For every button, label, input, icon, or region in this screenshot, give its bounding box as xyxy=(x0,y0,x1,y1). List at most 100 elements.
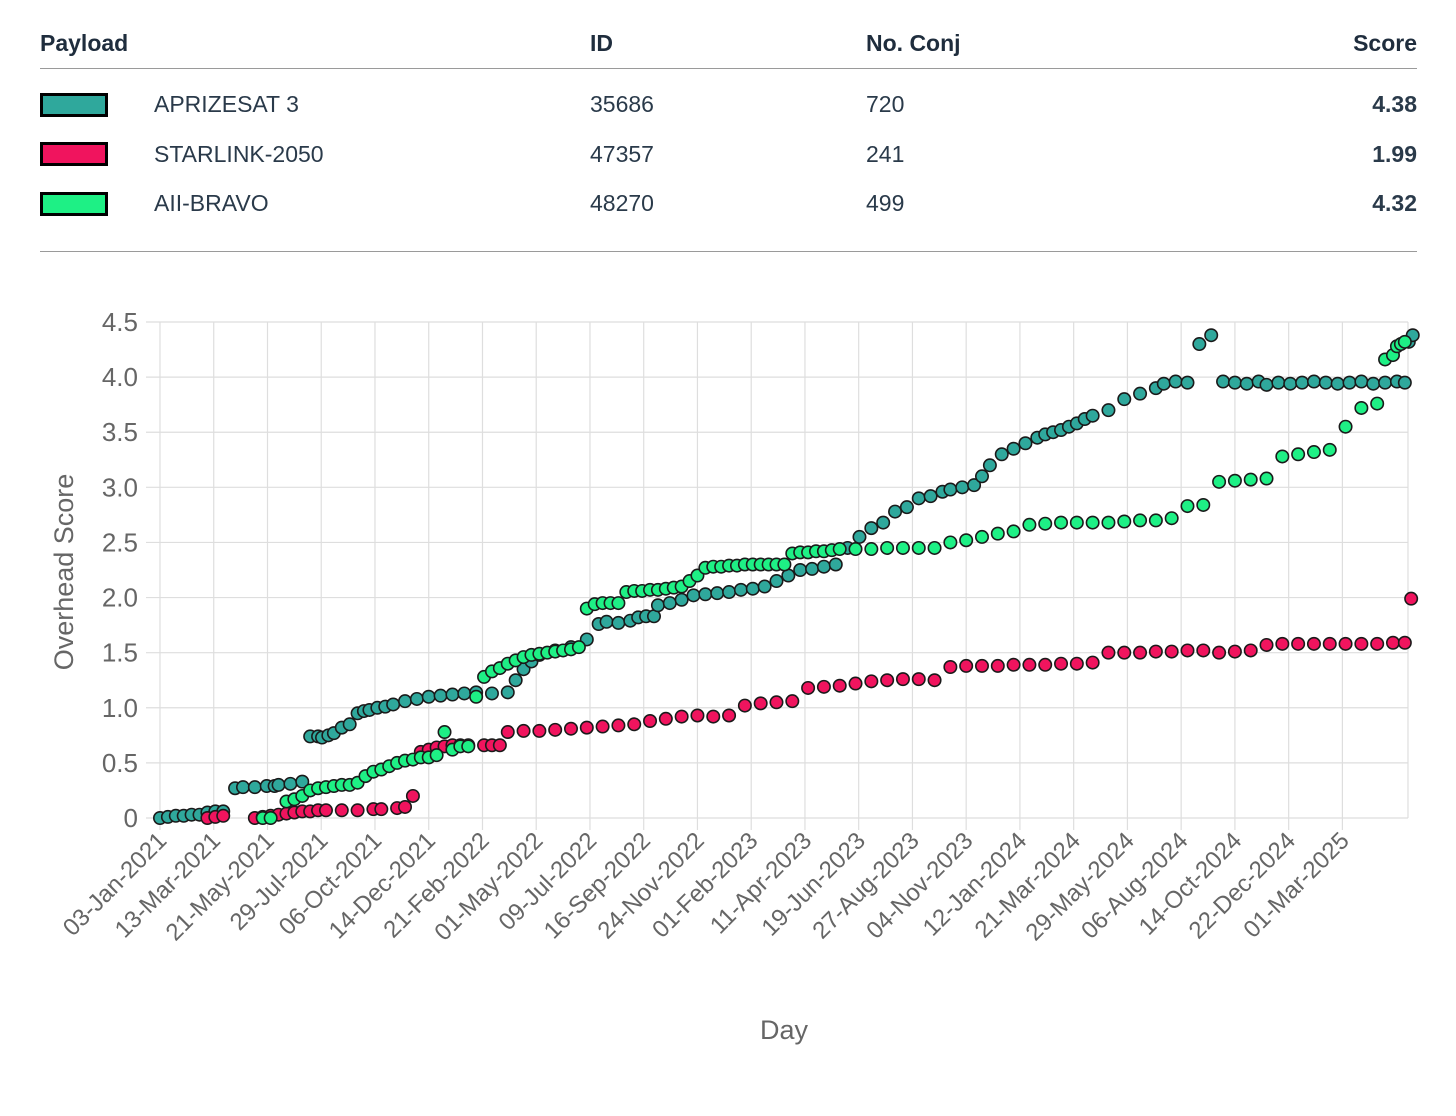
point-aprizesat xyxy=(974,469,989,484)
point-aprizesat xyxy=(911,491,926,506)
y-tick-label: 1.0 xyxy=(102,693,138,723)
point-starlink xyxy=(880,673,895,688)
point-bravo xyxy=(959,533,974,548)
point-aprizesat xyxy=(876,515,891,530)
point-starlink xyxy=(1117,645,1132,660)
point-starlink xyxy=(216,808,231,823)
point-bravo xyxy=(1259,471,1274,486)
y-tick-label: 3.5 xyxy=(102,417,138,447)
payload-name: APRIZESAT 3 xyxy=(154,91,299,118)
point-starlink xyxy=(405,788,420,803)
point-aprizesat xyxy=(1306,374,1321,389)
table-row[interactable]: STARLINK-2050 47357 241 1.99 xyxy=(40,130,1417,180)
y-tick-label: 3.0 xyxy=(102,472,138,502)
y-tick-label: 4.0 xyxy=(102,362,138,392)
payload-score: 4.38 xyxy=(1372,91,1417,118)
point-aprizesat xyxy=(1283,376,1298,391)
payload-id: 35686 xyxy=(590,91,654,118)
point-bravo xyxy=(1306,445,1321,460)
table-body: APRIZESAT 3 35686 720 4.38 STARLINK-2050… xyxy=(40,69,1417,252)
payload-conj: 499 xyxy=(866,190,905,217)
point-starlink xyxy=(959,658,974,673)
color-swatch xyxy=(40,142,108,167)
y-tick-label: 4.5 xyxy=(102,307,138,337)
point-aprizesat xyxy=(955,480,970,495)
point-starlink xyxy=(1180,643,1195,658)
point-starlink xyxy=(895,672,910,687)
point-aprizesat xyxy=(1101,403,1116,418)
point-starlink xyxy=(1385,635,1400,650)
point-aprizesat xyxy=(722,585,737,600)
point-starlink xyxy=(1069,656,1084,671)
table-row[interactable]: AII-BRAVO 48270 499 4.32 xyxy=(40,179,1417,229)
y-tick-label: 2.5 xyxy=(102,527,138,557)
point-aprizesat xyxy=(899,500,914,515)
point-bravo xyxy=(1148,513,1163,528)
point-aprizesat xyxy=(1006,441,1021,456)
point-starlink xyxy=(943,659,958,674)
point-bravo xyxy=(1038,516,1053,531)
point-starlink xyxy=(579,720,594,735)
point-aprizesat xyxy=(445,687,460,702)
point-bravo xyxy=(571,640,586,655)
point-aprizesat xyxy=(599,614,614,629)
point-bravo xyxy=(611,596,626,611)
point-starlink xyxy=(398,799,413,814)
point-bravo xyxy=(911,540,926,555)
point-bravo xyxy=(1291,447,1306,462)
point-starlink xyxy=(1370,636,1385,651)
point-starlink xyxy=(785,694,800,709)
point-aprizesat xyxy=(816,559,831,574)
y-tick-label: 2.0 xyxy=(102,583,138,613)
point-aprizesat xyxy=(1117,392,1132,407)
point-bravo xyxy=(974,529,989,544)
point-bravo xyxy=(1354,400,1369,415)
point-aprizesat xyxy=(421,689,436,704)
point-starlink xyxy=(595,719,610,734)
point-bravo xyxy=(1133,513,1148,528)
point-aprizesat xyxy=(1204,328,1219,343)
point-bravo xyxy=(848,542,863,557)
point-bravo xyxy=(1227,473,1242,488)
x-axis-title: Day xyxy=(760,1015,809,1045)
point-starlink xyxy=(1275,636,1290,651)
payload-name: STARLINK-2050 xyxy=(154,140,324,167)
point-aprizesat xyxy=(733,582,748,597)
table-row[interactable]: APRIZESAT 3 35686 720 4.38 xyxy=(40,80,1417,130)
y-tick-label: 0.5 xyxy=(102,748,138,778)
point-aprizesat xyxy=(1330,376,1345,391)
point-bravo xyxy=(1117,514,1132,529)
point-aprizesat xyxy=(1168,374,1183,389)
point-aprizesat xyxy=(805,561,820,576)
point-aprizesat xyxy=(1397,375,1412,390)
point-starlink xyxy=(722,708,737,723)
point-bravo xyxy=(437,725,452,740)
point-aprizesat xyxy=(409,691,424,706)
point-aprizesat xyxy=(650,598,665,613)
point-bravo xyxy=(469,689,484,704)
point-bravo xyxy=(1085,515,1100,530)
data-points xyxy=(153,328,1420,825)
color-swatch xyxy=(40,92,108,117)
point-aprizesat xyxy=(864,521,879,536)
point-starlink xyxy=(318,803,333,818)
point-aprizesat xyxy=(828,557,843,572)
payload-name: AII-BRAVO xyxy=(154,190,269,217)
point-bravo xyxy=(429,748,444,763)
point-starlink xyxy=(658,711,673,726)
point-bravo xyxy=(1180,499,1195,514)
y-tick-label: 0 xyxy=(124,803,138,833)
color-swatch xyxy=(40,191,108,216)
point-starlink xyxy=(1038,657,1053,672)
point-starlink xyxy=(1306,636,1321,651)
table-header: Payload ID No. Conj Score xyxy=(40,18,1417,69)
point-bravo xyxy=(1370,396,1385,411)
point-starlink xyxy=(737,698,752,713)
point-aprizesat xyxy=(433,688,448,703)
point-aprizesat xyxy=(1192,337,1207,352)
y-axis-title: Overhead Score xyxy=(49,474,79,671)
point-starlink xyxy=(492,738,507,753)
point-aprizesat xyxy=(1018,436,1033,451)
point-starlink xyxy=(1227,644,1242,659)
x-axis: 03-Jan-202113-Mar-202121-May-202129-Jul-… xyxy=(58,827,1355,946)
